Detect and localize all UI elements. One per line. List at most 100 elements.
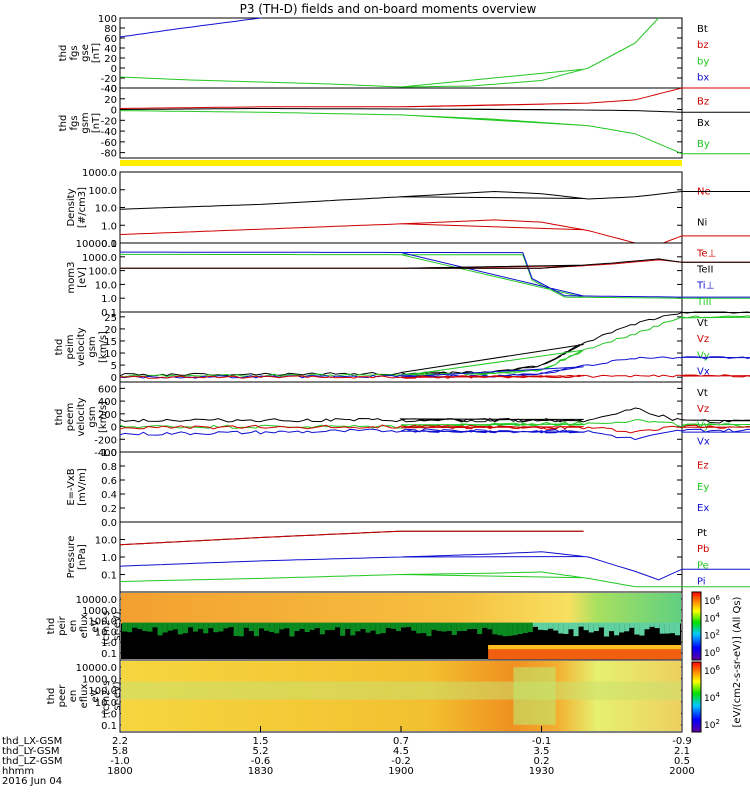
colorbar-peir bbox=[691, 591, 702, 661]
series-Vz bbox=[119, 374, 750, 379]
xaxis-value: -1.0 bbox=[110, 756, 130, 767]
peir-noise-column bbox=[253, 622, 259, 637]
peir-noise-column bbox=[395, 622, 402, 632]
ytick-label: 0.6 bbox=[101, 476, 117, 487]
ytick-label: 10.0 bbox=[95, 536, 117, 547]
peir-noise-column bbox=[122, 622, 128, 632]
colorbar-tick: 106 bbox=[704, 664, 720, 677]
peir-noise-column bbox=[329, 622, 336, 631]
ylabel-line: [nPa] bbox=[77, 544, 88, 570]
ylabel-line: thd bbox=[54, 339, 65, 356]
peir-noise-column bbox=[583, 622, 589, 631]
panel-frame bbox=[119, 242, 683, 313]
legend-Pe: Pe bbox=[697, 560, 709, 571]
xaxis-value: 0.5 bbox=[674, 756, 690, 767]
peir-noise-column bbox=[345, 622, 351, 629]
peir-noise-column bbox=[193, 622, 199, 632]
peir-noise-column bbox=[289, 622, 295, 637]
series-By bbox=[119, 110, 750, 155]
peir-noise-column bbox=[654, 622, 660, 629]
peir-flux-band bbox=[121, 593, 681, 624]
series-Vx bbox=[119, 428, 750, 441]
peir-noise-column bbox=[132, 622, 138, 628]
ytick-label: 100.0 bbox=[88, 267, 117, 278]
peir-noise-column bbox=[147, 622, 153, 632]
ytick-label: 100.0 bbox=[88, 686, 117, 697]
ytick-label: 10.0 bbox=[95, 280, 117, 291]
ytick-label: -200 bbox=[94, 435, 117, 446]
ylabel-line: gse bbox=[80, 44, 91, 62]
peir-noise-column bbox=[294, 622, 300, 632]
peir-noise-column bbox=[319, 622, 325, 635]
colorbar-tick: 102 bbox=[704, 629, 720, 642]
peir-noise-column bbox=[466, 622, 473, 630]
series-Bt bbox=[119, 17, 261, 38]
ytick-label: 0 bbox=[111, 64, 117, 75]
legend-Pt: Pt bbox=[697, 528, 707, 539]
legend-bz: bz bbox=[697, 40, 709, 51]
peir-noise-column bbox=[456, 622, 462, 632]
panel-efield: E=-VxB [mV/m] 1.0 0.8 0.6 0.4 0.2 0.0 Ez Ey Ex bbox=[66, 448, 709, 529]
ytick-label: 200 bbox=[98, 410, 117, 421]
peir-noise-column bbox=[314, 622, 320, 629]
peir-noise-column bbox=[218, 622, 224, 632]
peir-noise-column bbox=[446, 622, 452, 631]
ytick-label: 80 bbox=[104, 24, 117, 35]
ytick-label: 1.0 bbox=[101, 448, 117, 459]
peir-noise-column bbox=[593, 622, 599, 632]
series-Vt bbox=[119, 311, 750, 377]
xaxis-value: 2.2 bbox=[112, 736, 128, 747]
ytick-label: 10000.0 bbox=[76, 239, 117, 250]
peir-noise-column bbox=[172, 622, 178, 630]
ytick-label: 25 bbox=[104, 313, 117, 324]
peir-noise-column bbox=[482, 622, 488, 628]
peir-noise-column bbox=[431, 622, 437, 630]
ylabel-line: sr-eV) bbox=[112, 611, 123, 640]
peir-noise-column bbox=[553, 622, 559, 631]
legend-Vz: Vz bbox=[697, 334, 709, 345]
peir-noise-column bbox=[436, 622, 442, 631]
xaxis-value: -0.1 bbox=[532, 736, 552, 747]
ylabel-line: thd bbox=[54, 409, 65, 426]
ytick-label: 10000.0 bbox=[76, 595, 117, 606]
peir-noise-column bbox=[644, 622, 650, 630]
peir-noise-column bbox=[324, 622, 331, 631]
ytick-label: 0 bbox=[111, 373, 117, 384]
ytick-label: 600 bbox=[98, 384, 117, 395]
ylabel-line: eV bbox=[90, 619, 101, 632]
peir-noise-column bbox=[406, 622, 412, 628]
xaxis-value: 1830 bbox=[248, 766, 273, 777]
ytick-label: 0.0 bbox=[101, 518, 117, 529]
peir-noise-column bbox=[603, 622, 610, 637]
ylabel-line: [nT] bbox=[91, 113, 102, 133]
ytick-label: 10 bbox=[104, 349, 117, 360]
series-Pb bbox=[119, 530, 584, 546]
series-Vy bbox=[119, 419, 750, 429]
ytick-label: 100 bbox=[98, 14, 117, 25]
colorbar-tick: 104 bbox=[704, 691, 720, 704]
ytick-label: 0 bbox=[111, 106, 117, 117]
panel-pressure: Pressure [nPa] 10.0 1.0 0.1 Pt Pb Pe Pi bbox=[66, 521, 750, 593]
ytick-label: 0.1 bbox=[101, 571, 117, 582]
ytick-label: 0.1 bbox=[101, 721, 117, 732]
peir-noise-column bbox=[309, 622, 315, 630]
legend-Ex: Ex bbox=[697, 503, 709, 514]
xaxis-value: 4.5 bbox=[393, 746, 409, 757]
ylabel-line: velocity bbox=[76, 397, 87, 436]
legend-Ey: Ey bbox=[697, 482, 709, 493]
peir-noise-column bbox=[614, 622, 620, 636]
peir-noise-column bbox=[532, 622, 538, 627]
peir-noise-column bbox=[608, 622, 615, 632]
xaxis-value: 1900 bbox=[388, 766, 413, 777]
ylabel-line: thd bbox=[58, 115, 69, 132]
ylabel-line: fgs bbox=[69, 115, 80, 130]
peir-noise-column bbox=[659, 622, 665, 634]
series-TeII bbox=[120, 258, 750, 269]
legend-Ti⊥: Ti⊥ bbox=[696, 281, 714, 292]
series-Vy bbox=[119, 315, 750, 378]
ylabel-line: peer bbox=[57, 684, 68, 708]
peir-noise-column bbox=[243, 622, 249, 628]
ytick-label: 10.0 bbox=[95, 627, 117, 638]
